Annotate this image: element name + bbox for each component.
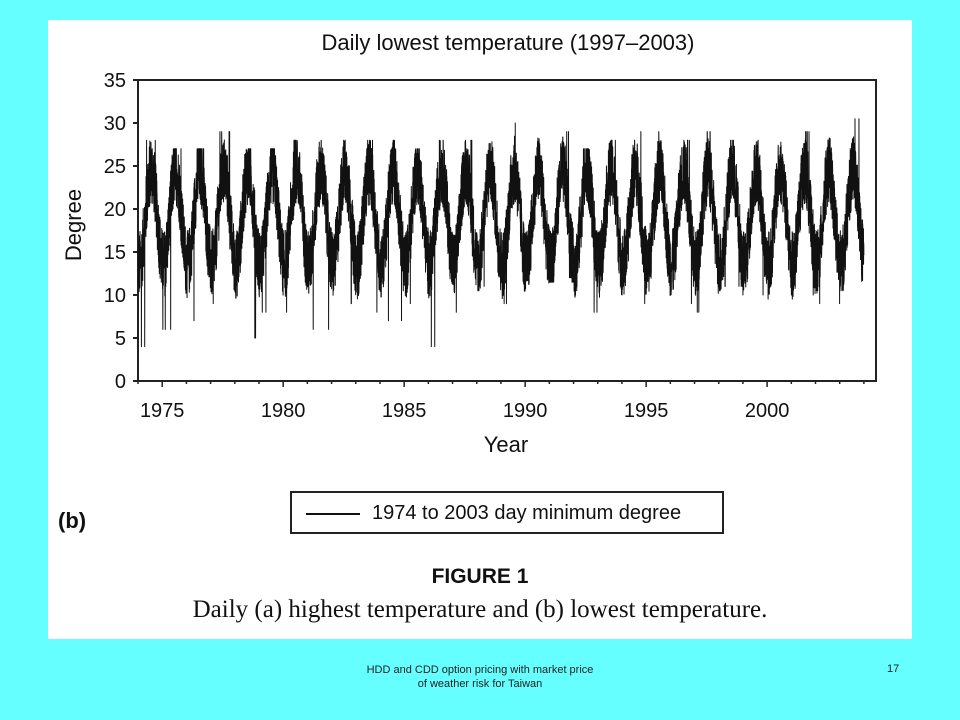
- x-axis-label: Year: [484, 432, 528, 457]
- y-tick-label-10: 10: [104, 285, 126, 307]
- legend: 1974 to 2003 day minimum degree: [290, 491, 724, 534]
- x-tick-label-1995: 1995: [624, 400, 669, 422]
- x-tick-label-1975: 1975: [140, 400, 185, 422]
- y-tick-label-25: 25: [104, 156, 126, 178]
- temperature-chart: Daily lowest temperature (1997–2003) 0 5 1…: [61, 30, 877, 457]
- y-tick-label-20: 20: [104, 199, 126, 221]
- footer-text-line-2: of weather risk for Taiwan: [417, 678, 543, 690]
- y-tick-label-0: 0: [115, 371, 126, 393]
- x-tick-label-1980: 1980: [261, 400, 306, 422]
- footer-text: HDD and CDD option pricing with market p…: [330, 663, 630, 691]
- x-tick-label-2000: 2000: [745, 400, 790, 422]
- y-tick-label-30: 30: [104, 113, 126, 135]
- footer-text-line-1: HDD and CDD option pricing with market p…: [366, 664, 594, 676]
- panel-letter: (b): [58, 508, 87, 533]
- y-tick-label-5: 5: [115, 328, 126, 350]
- plot-frame: [137, 79, 877, 382]
- y-tick-label-15: 15: [104, 242, 126, 264]
- y-tick-label-35: 35: [104, 70, 126, 92]
- series-line-daily-minimum: [137, 118, 865, 348]
- plot-area: 0 5 10 15 20 25 30 35 1975 1980 1985 1990 1995 2000: [104, 70, 877, 422]
- x-tick-label-1990: 1990: [503, 400, 548, 422]
- chart-title: Daily lowest temperature (1997–2003): [322, 30, 695, 55]
- y-axis-label: Degree: [61, 189, 86, 261]
- legend-line-swatch: [306, 513, 360, 515]
- figure-label: FIGURE 1: [431, 565, 529, 588]
- x-tick-label-1985: 1985: [382, 400, 427, 422]
- figure-panel: Daily lowest temperature (1997–2003) 0 5 1…: [48, 20, 912, 639]
- figure-caption: Daily (a) highest temperature and (b) lo…: [192, 596, 768, 623]
- page-number: 17: [887, 663, 900, 675]
- legend-label: 1974 to 2003 day minimum degree: [372, 502, 682, 524]
